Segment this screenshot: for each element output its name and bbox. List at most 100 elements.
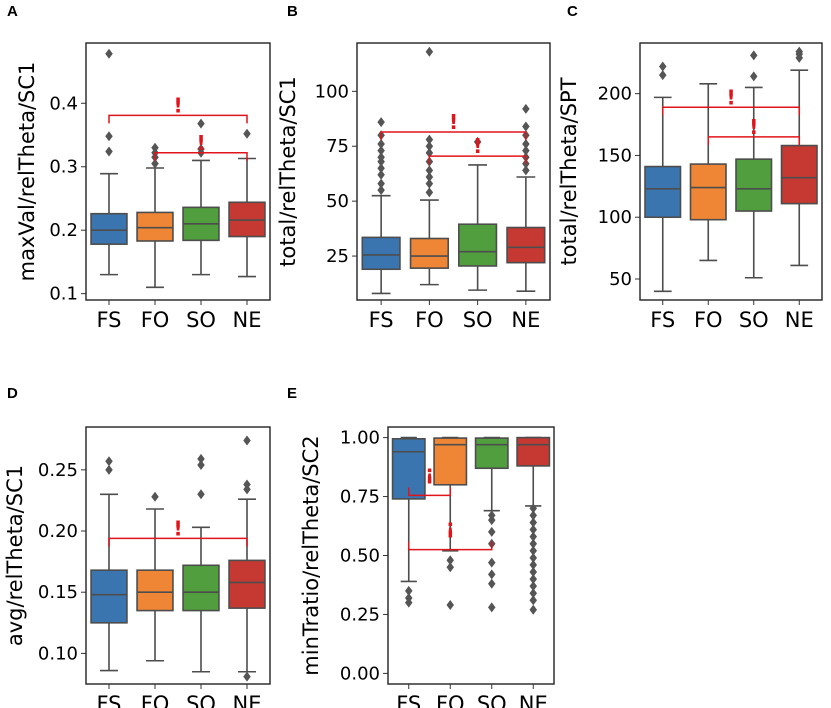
outlier-point [151, 158, 159, 169]
outlier-point [243, 479, 251, 490]
outlier-point [488, 569, 496, 580]
outlier-point [488, 510, 496, 521]
box-body [90, 212, 128, 245]
box-body [136, 211, 174, 242]
y-tick-label: 0.25 [340, 604, 380, 625]
significance-label: ¡ [446, 515, 455, 539]
box-fo [689, 82, 727, 262]
outlier-point [488, 526, 496, 537]
y-tick-label: 75 [326, 136, 349, 157]
plot-frame [387, 426, 555, 685]
y-tick-label: 0.20 [38, 521, 78, 542]
box-body [458, 223, 498, 267]
outlier-point [529, 595, 537, 606]
bracket-line [108, 537, 248, 547]
x-tick-label: FS [96, 308, 121, 332]
box-fo [409, 46, 449, 286]
panel-label: C [567, 3, 578, 20]
outlier-point [197, 489, 205, 500]
outlier-point [105, 146, 113, 157]
box-fs [644, 61, 682, 293]
outlier-point [105, 456, 113, 467]
x-tick-label: NE [233, 692, 262, 708]
box-ne [228, 435, 266, 682]
y-tick-label: 200 [598, 84, 632, 105]
outlier-point [425, 134, 434, 145]
significance-label: ! [726, 85, 735, 109]
significance-bracket: ¡ [408, 460, 451, 497]
y-tick-label: 0.75 [340, 487, 380, 508]
outlier-point [529, 552, 537, 563]
x-tick-label: NE [785, 308, 814, 332]
bracket-line [428, 155, 527, 165]
plot-frame [356, 42, 551, 301]
outlier-point [522, 165, 530, 176]
box-body [689, 163, 727, 221]
outlier-point [473, 136, 482, 147]
y-tick-label: 0.50 [340, 546, 380, 567]
outlier-point [425, 178, 434, 189]
outlier-point [197, 143, 205, 154]
significance-label: ! [749, 115, 758, 139]
outlier-point [446, 562, 454, 573]
x-tick-label: SO [463, 308, 493, 332]
outlier-point [243, 671, 251, 682]
x-tick-label: SO [739, 308, 769, 332]
outlier-point [795, 46, 803, 57]
y-tick-label: 0.00 [340, 663, 380, 684]
outlier-point [529, 581, 537, 592]
significance-bracket: ! [380, 110, 527, 140]
x-tick-label: NE [519, 692, 548, 708]
x-tick-label: FS [396, 692, 421, 708]
outlier-point [405, 585, 413, 596]
outlier-point [488, 578, 496, 589]
box-so [474, 436, 509, 613]
significance-bracket: ! [108, 93, 248, 124]
box-body [644, 165, 682, 219]
y-axis-label: total/relTheta/SC1 [276, 76, 300, 267]
box-fo [433, 436, 468, 611]
significance-label: ¡ [425, 460, 434, 484]
box-fs [361, 117, 401, 295]
box-fo [136, 142, 174, 289]
significance-label: ! [449, 110, 458, 134]
y-tick-label: 0.10 [38, 643, 78, 664]
box-body [391, 437, 426, 500]
y-tick-label: 100 [315, 81, 349, 102]
box-fo [136, 491, 174, 662]
outlier-point [377, 145, 385, 156]
x-tick-label: FO [415, 308, 444, 332]
outlier-point [529, 531, 537, 542]
y-tick-label: 0.4 [49, 93, 78, 114]
outlier-point [659, 70, 667, 81]
panel-label: E [287, 385, 297, 402]
outlier-point [488, 557, 496, 568]
x-tick-label: FO [141, 308, 170, 332]
significance-bracket: ! [154, 131, 248, 161]
outlier-point [529, 574, 537, 585]
panel-label: D [7, 385, 18, 402]
outlier-point [377, 185, 385, 196]
outlier-point [425, 141, 434, 152]
box-body [228, 559, 266, 609]
bracket-line [108, 114, 248, 124]
outlier-point [377, 139, 385, 150]
significance-bracket: ¡ [408, 515, 493, 551]
outlier-point [425, 187, 434, 198]
y-axis-label: maxVal/relTheta/SC1 [15, 62, 39, 282]
y-tick-label: 0.25 [38, 460, 78, 481]
box-body [433, 437, 468, 486]
outlier-point [105, 464, 113, 475]
outlier-point [243, 435, 251, 446]
plot-frame [85, 42, 271, 301]
y-axis-label: minTratio/relTheta/SC2 [299, 435, 323, 675]
outlier-point [377, 117, 385, 128]
significance-label: ! [473, 134, 482, 158]
outlier-point [377, 169, 385, 180]
outlier-point [197, 453, 205, 464]
y-tick-label: 0.2 [49, 220, 78, 241]
